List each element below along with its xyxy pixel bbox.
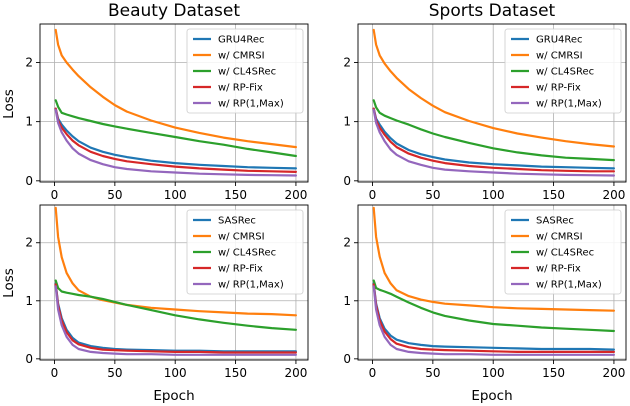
xlabel-left: Epoch: [153, 388, 194, 404]
y-tick-label: 1: [343, 294, 351, 308]
x-tick-label: 50: [107, 188, 122, 202]
legend-label: w/ RP-Fix: [536, 264, 581, 275]
series-line-w-cl4srec: [372, 279, 615, 333]
legend-label: w/ RP(1,Max): [536, 99, 602, 110]
x-tick-label: 100: [482, 188, 505, 202]
axes-frame: [39, 23, 309, 183]
x-tick-label: 150: [542, 188, 565, 202]
xlabel-right: Epoch: [471, 388, 512, 404]
series-line-w-rp-1-max: [372, 108, 615, 177]
x-tick-label: 150: [542, 366, 565, 380]
y-tick-label: 2: [343, 55, 351, 69]
x-tick-label: 150: [224, 366, 247, 380]
y-tick-label: 1: [25, 115, 33, 129]
series-line-w-cmrsi: [372, 28, 615, 148]
y-tick-label: 2: [25, 236, 33, 250]
series-line-w-cmrsi: [54, 28, 297, 149]
series-line-w-cl4srec: [54, 279, 297, 331]
series-line-w-rp-1-max: [54, 108, 297, 177]
series-line-w-rp-1-max: [372, 285, 615, 356]
series-line-w-cl4srec: [372, 99, 615, 162]
x-tick-label: 50: [107, 366, 122, 380]
y-tick-label: 1: [343, 115, 351, 129]
series-line-w-rp-fix: [372, 107, 615, 173]
legend-label: w/ RP(1,Max): [536, 280, 602, 291]
legend-label: w/ CL4SRec: [536, 248, 594, 259]
panel-beauty-gru4rec: 0 50 100 150 200 0 1 2 GRU4Rec w/ CMRSI w/ CL4SRec…: [25, 23, 309, 202]
legend-label: w/ RP(1,Max): [218, 280, 284, 291]
legend-label: GRU4Rec: [218, 35, 265, 46]
y-tick-label: 0: [25, 174, 33, 188]
legend-label: w/ CL4SRec: [218, 248, 276, 259]
x-tick-label: 100: [164, 188, 187, 202]
y-tick-label: 2: [343, 236, 351, 250]
panel-sports-sasrec: 0 50 100 150 200 0 1 2 SASRec w/ CMRSI w/ CL4SRec w…: [343, 204, 627, 380]
x-tick-label: 200: [284, 366, 307, 380]
x-tick-label: 0: [51, 188, 59, 202]
series-line-w-rp-1-max: [54, 285, 297, 356]
x-tick-label: 200: [602, 188, 625, 202]
axes-frame: [39, 204, 309, 361]
series-line-gru4rec: [54, 107, 297, 170]
legend-label: w/ CL4SRec: [218, 67, 276, 78]
panel-beauty-sasrec: 0 50 100 150 200 0 1 2 SASRec w/ CMRSI w/ CL4SRec w…: [25, 204, 309, 380]
x-tick-label: 0: [51, 366, 59, 380]
legend: GRU4Rec w/ CMRSI w/ CL4SRec w/ RP-Fix w/ RP(…: [504, 28, 622, 114]
legend-label: w/ RP-Fix: [218, 83, 263, 94]
ylabel-bottom: Loss: [1, 268, 17, 298]
legend-label: w/ RP-Fix: [218, 264, 263, 275]
x-tick-label: 50: [425, 188, 440, 202]
panel-sports-gru4rec: 0 50 100 150 200 0 1 2 GRU4Rec w/ CMRSI w/ CL4SRec…: [343, 23, 627, 202]
title-sports-dataset: Sports Dataset: [429, 1, 556, 21]
y-tick-label: 0: [25, 352, 33, 366]
axes-frame: [357, 204, 627, 361]
legend-label: w/ CMRSI: [536, 51, 583, 62]
y-tick-label: 0: [343, 174, 351, 188]
legend: SASRec w/ CMRSI w/ CL4SRec w/ RP-Fix w/ RP(1…: [186, 209, 304, 295]
ylabel-top: Loss: [1, 89, 17, 119]
legend-label: SASRec: [218, 216, 256, 227]
series-line-w-cl4srec: [54, 99, 297, 158]
legend-box: [186, 209, 304, 295]
legend-box: [504, 209, 622, 295]
y-tick-label: 1: [25, 294, 33, 308]
legend-label: w/ CMRSI: [536, 232, 583, 243]
series-line-w-rp-fix: [372, 283, 615, 353]
legend-label: w/ CL4SRec: [536, 67, 594, 78]
y-tick-label: 2: [25, 55, 33, 69]
x-tick-label: 100: [164, 366, 187, 380]
x-tick-label: 0: [369, 366, 377, 380]
legend-label: w/ RP-Fix: [536, 83, 581, 94]
x-tick-label: 100: [482, 366, 505, 380]
x-tick-label: 150: [224, 188, 247, 202]
x-tick-label: 50: [425, 366, 440, 380]
legend-label: SASRec: [536, 216, 574, 227]
x-tick-label: 200: [284, 188, 307, 202]
legend-label: w/ RP(1,Max): [218, 99, 284, 110]
legend-label: w/ CMRSI: [218, 232, 265, 243]
axes-frame: [357, 23, 627, 183]
title-beauty-dataset: Beauty Dataset: [108, 1, 240, 21]
legend: SASRec w/ CMRSI w/ CL4SRec w/ RP-Fix w/ RP(1…: [504, 209, 622, 295]
x-tick-label: 0: [369, 188, 377, 202]
series-line-w-cmrsi: [372, 206, 615, 312]
x-tick-label: 200: [602, 366, 625, 380]
series-line-w-rp-fix: [54, 283, 297, 354]
legend-label: GRU4Rec: [536, 35, 583, 46]
legend-label: w/ CMRSI: [218, 51, 265, 62]
legend-box: [504, 28, 622, 114]
y-tick-label: 0: [343, 352, 351, 366]
series-line-w-rp-fix: [54, 107, 297, 173]
legend: GRU4Rec w/ CMRSI w/ CL4SRec w/ RP-Fix w/ RP(…: [186, 28, 304, 114]
legend-box: [186, 28, 304, 114]
series-line-gru4rec: [372, 107, 615, 170]
